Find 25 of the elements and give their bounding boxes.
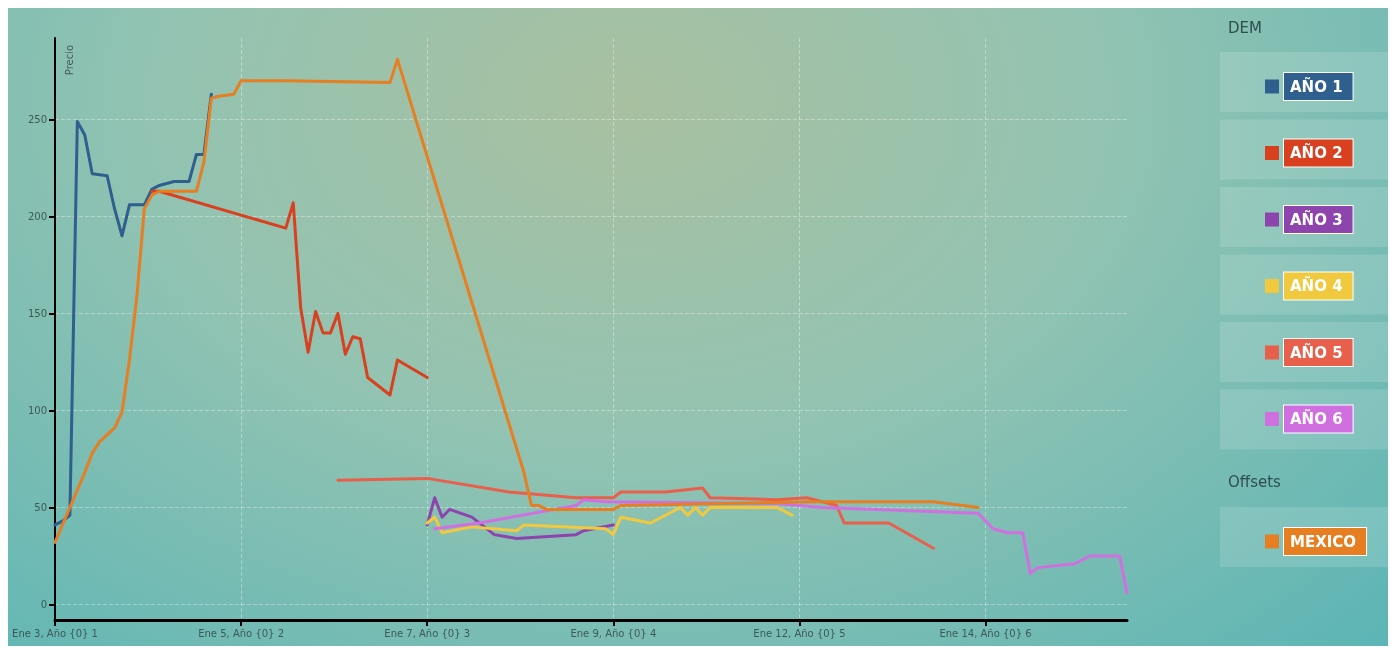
legend-label: AÑO 2	[1290, 143, 1343, 162]
line-series	[425, 505, 794, 537]
x-tick-label: Ene 14, Año {0} 6	[939, 627, 1032, 639]
y-tick-label: 250	[27, 113, 47, 125]
legend-title: DEM	[1228, 18, 1262, 37]
y-tick-label: 150	[27, 307, 47, 319]
legend-label: AÑO 5	[1290, 342, 1343, 362]
text: Offsets	[1228, 472, 1282, 491]
y-tick-label: 200	[27, 210, 47, 222]
legend-label: MEXICO	[1290, 532, 1357, 551]
line-series	[150, 189, 429, 397]
y-tick-label: 100	[27, 404, 47, 416]
x-tick-label: Ene 7, Año {0} 3	[384, 627, 471, 639]
y-axis-title: Precio	[63, 44, 75, 76]
x-tick-label: Ene 3, Año {0} 1	[12, 627, 98, 639]
x-tick-label: Ene 5, Año {0} 2	[198, 627, 285, 639]
legend-label: AÑO 6	[1290, 409, 1343, 428]
legend-label: AÑO 1	[1290, 76, 1343, 96]
y-tick-label: 50	[34, 501, 47, 513]
legend-label: AÑO 4	[1290, 276, 1343, 295]
y-tick-label: 0	[40, 598, 47, 610]
x-tick-label: Ene 9, Año {0} 4	[570, 627, 657, 639]
line-series	[336, 476, 935, 550]
x-tick-label: Ene 12, Año {0} 5	[753, 627, 846, 639]
legend-label: AÑO 3	[1290, 209, 1343, 229]
